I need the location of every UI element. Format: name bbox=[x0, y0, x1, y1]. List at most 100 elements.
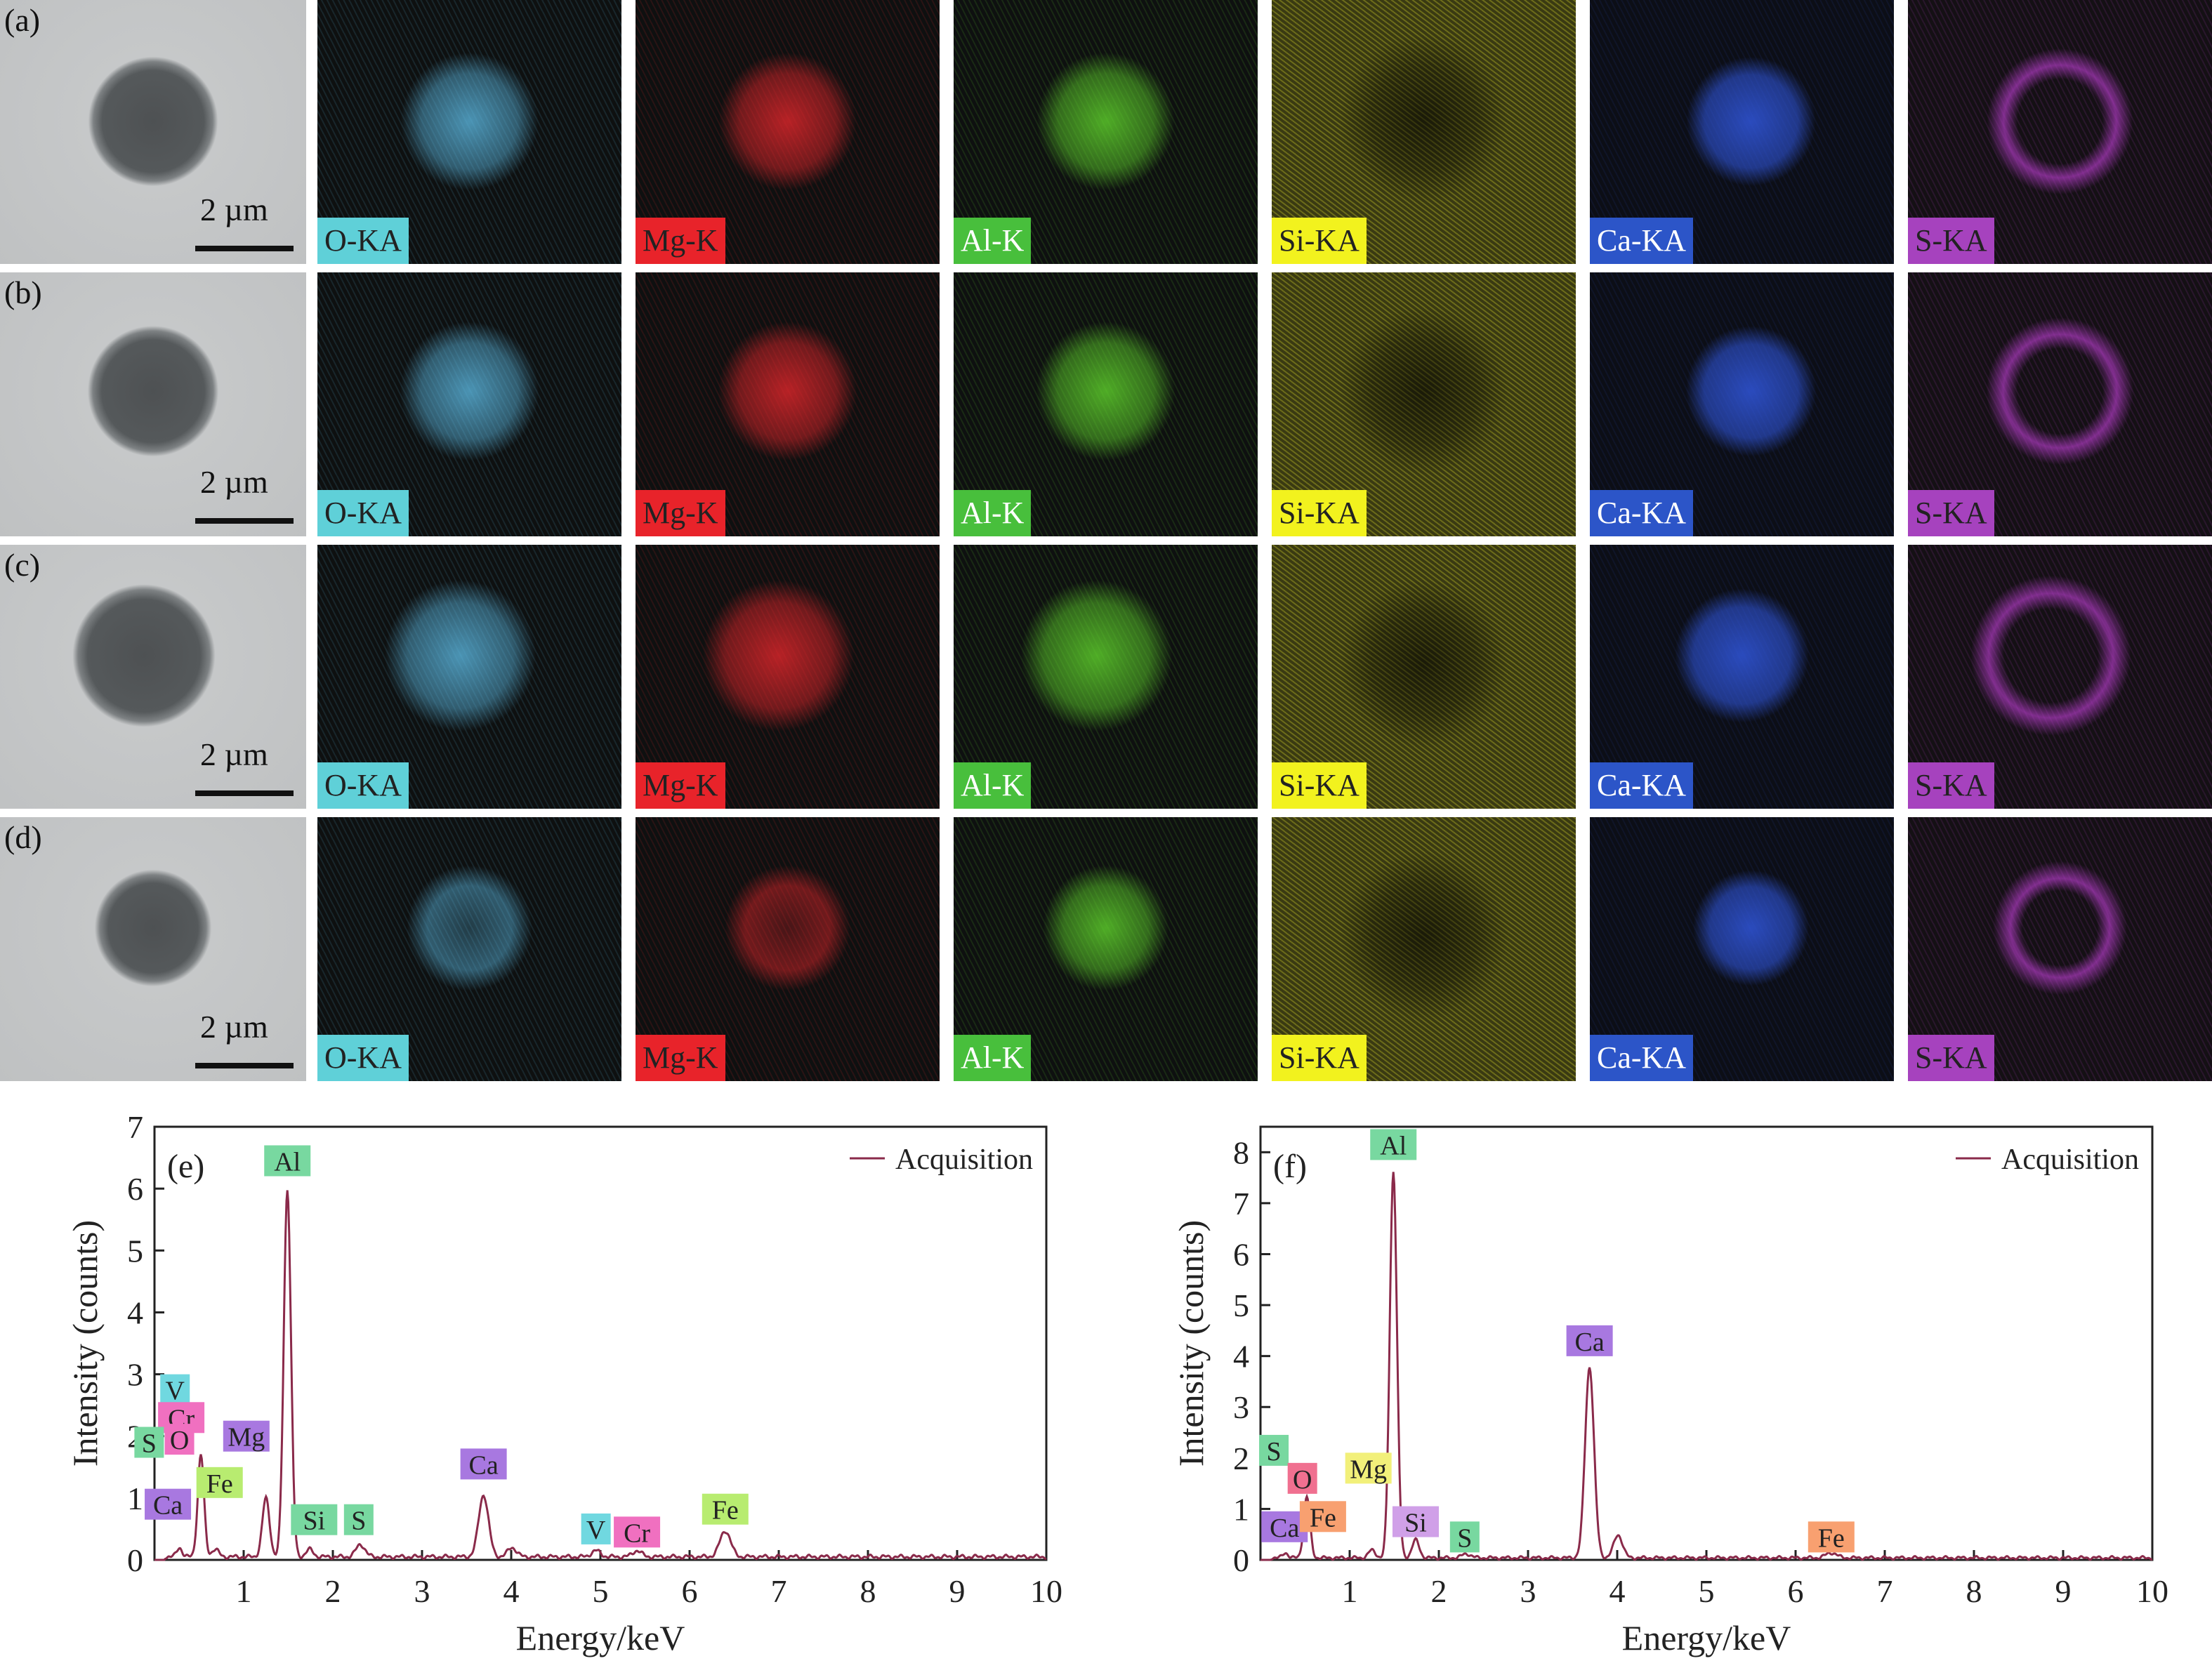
y-tick-label: 2 bbox=[1233, 1441, 1249, 1476]
element-label: Ca-KA bbox=[1590, 218, 1694, 264]
eds-spectrum-f: 1 2 3 4 5 6 7 8 9 10 0 1 2 3 4 5 6 7 8 Energy/keV Intensity … bbox=[1171, 1125, 2168, 1657]
element-label: Ca-KA bbox=[1590, 762, 1694, 809]
peak-label: Fe bbox=[1310, 1503, 1336, 1533]
peak-label: S bbox=[142, 1429, 157, 1459]
peak-label-box bbox=[264, 1145, 311, 1177]
peak-label: Si bbox=[303, 1507, 325, 1536]
element-label: Mg-K bbox=[636, 1035, 725, 1081]
scale-bar-label: 2 µm bbox=[200, 192, 268, 227]
element-map-mg-k: Mg-K bbox=[636, 545, 940, 809]
x-tick-label: 10 bbox=[1030, 1573, 1062, 1609]
x-tick-label: 6 bbox=[1788, 1573, 1804, 1609]
peak-label: Ca bbox=[469, 1450, 499, 1480]
panel-tag: (b) bbox=[4, 274, 42, 310]
spectrum-line bbox=[1260, 1172, 2153, 1561]
spectrum-line bbox=[154, 1190, 1047, 1561]
element-label: Si-KA bbox=[1272, 1035, 1367, 1081]
element-map-s-ka: S-KA bbox=[1908, 272, 2212, 536]
peak-label-box bbox=[1299, 1501, 1346, 1533]
sem-image: (c) 2 µm bbox=[0, 545, 306, 809]
peak-label: Ca bbox=[1270, 1514, 1299, 1543]
element-label: Al-K bbox=[954, 218, 1032, 264]
element-label: Ca-KA bbox=[1590, 490, 1694, 536]
element-map-s-ka: S-KA bbox=[1908, 0, 2212, 264]
y-tick-label: 4 bbox=[127, 1295, 143, 1330]
x-axis-label: Energy/keV bbox=[516, 1618, 685, 1657]
x-tick-label: 5 bbox=[1699, 1573, 1715, 1609]
element-map-si-ka: Si-KA bbox=[1272, 817, 1576, 1081]
y-tick-label: 1 bbox=[127, 1481, 143, 1516]
element-label: S-KA bbox=[1908, 762, 1994, 809]
element-map-al-k: Al-K bbox=[954, 545, 1258, 809]
peak-label-box bbox=[1392, 1506, 1439, 1537]
eds-element-maps: (a) 2 µm O-KA Mg-K Al-K Si-KA Ca-KA S-KA (b) 2 µm… bbox=[0, 0, 2212, 1081]
x-axis-label: Energy/keV bbox=[1622, 1618, 1791, 1657]
element-label: O-KA bbox=[317, 490, 409, 536]
element-map-si-ka: Si-KA bbox=[1272, 272, 1576, 536]
peak-label: Mg bbox=[228, 1423, 265, 1452]
peak-label-box bbox=[702, 1493, 749, 1525]
x-tick-label: 7 bbox=[771, 1573, 787, 1609]
peak-label-box bbox=[164, 1424, 195, 1455]
peak-label: Al bbox=[1380, 1131, 1407, 1160]
peak-label-box bbox=[1370, 1129, 1417, 1160]
element-label: Si-KA bbox=[1272, 490, 1367, 536]
x-tick-label: 8 bbox=[1966, 1573, 1982, 1609]
x-tick-label: 8 bbox=[860, 1573, 876, 1609]
element-label: S-KA bbox=[1908, 1035, 1994, 1081]
panel-tag: (d) bbox=[4, 819, 42, 855]
peak-label: Al bbox=[274, 1147, 301, 1177]
peak-label: Mg bbox=[1350, 1455, 1387, 1484]
x-tick-label: 9 bbox=[2055, 1573, 2072, 1609]
x-tick-label: 7 bbox=[1877, 1573, 1893, 1609]
element-map-o-ka: O-KA bbox=[317, 0, 621, 264]
element-label: S-KA bbox=[1908, 490, 1994, 536]
x-tick-label: 3 bbox=[414, 1573, 430, 1609]
y-tick-label: 0 bbox=[1233, 1542, 1249, 1578]
legend-label: Acquisition bbox=[2001, 1144, 2139, 1176]
y-axis-label: Intensity (counts) bbox=[65, 1220, 105, 1467]
scale-bar-label: 2 µm bbox=[200, 736, 268, 772]
element-label: Al-K bbox=[954, 1035, 1032, 1081]
x-tick-label: 6 bbox=[682, 1573, 698, 1609]
y-tick-label: 6 bbox=[1233, 1236, 1249, 1272]
element-map-mg-k: Mg-K bbox=[636, 272, 940, 536]
peak-label-box bbox=[614, 1516, 661, 1548]
peak-label: V bbox=[586, 1516, 606, 1545]
peak-label-box bbox=[1345, 1452, 1392, 1484]
peak-label-box bbox=[160, 1374, 190, 1405]
element-map-al-k: Al-K bbox=[954, 272, 1258, 536]
x-tick-label: 5 bbox=[593, 1573, 609, 1609]
x-tick-label: 4 bbox=[503, 1573, 520, 1609]
peak-label-box bbox=[581, 1513, 611, 1544]
peak-label: Ca bbox=[153, 1491, 183, 1521]
element-map-ca-ka: Ca-KA bbox=[1590, 0, 1894, 264]
sem-image: (b) 2 µm bbox=[0, 272, 306, 536]
element-map-o-ka: O-KA bbox=[317, 545, 621, 809]
scale-bar bbox=[195, 518, 294, 524]
element-map-si-ka: Si-KA bbox=[1272, 0, 1576, 264]
sem-image: (d) 2 µm bbox=[0, 817, 306, 1081]
scale-bar bbox=[195, 1063, 294, 1068]
element-map-ca-ka: Ca-KA bbox=[1590, 817, 1894, 1081]
element-label: O-KA bbox=[317, 762, 409, 809]
panel-tag: (f) bbox=[1273, 1148, 1307, 1185]
peak-label: S bbox=[1457, 1523, 1472, 1553]
element-map-o-ka: O-KA bbox=[317, 817, 621, 1081]
legend-label: Acquisition bbox=[895, 1144, 1033, 1176]
peak-label: Fe bbox=[1818, 1523, 1845, 1553]
panel-tag: (a) bbox=[4, 2, 41, 38]
panel-tag: (e) bbox=[167, 1148, 204, 1185]
element-label: Al-K bbox=[954, 490, 1032, 536]
element-map-ca-ka: Ca-KA bbox=[1590, 545, 1894, 809]
peak-label-box bbox=[291, 1504, 338, 1535]
peak-label-box bbox=[460, 1448, 507, 1480]
x-tick-label: 4 bbox=[1609, 1573, 1626, 1609]
element-label: Si-KA bbox=[1272, 762, 1367, 809]
peak-label: Ca bbox=[1575, 1328, 1605, 1357]
peak-label: S bbox=[351, 1507, 366, 1536]
x-tick-label: 3 bbox=[1520, 1573, 1536, 1609]
scale-bar-label: 2 µm bbox=[200, 464, 268, 500]
y-tick-label: 1 bbox=[1233, 1491, 1249, 1527]
element-label: Mg-K bbox=[636, 762, 725, 809]
